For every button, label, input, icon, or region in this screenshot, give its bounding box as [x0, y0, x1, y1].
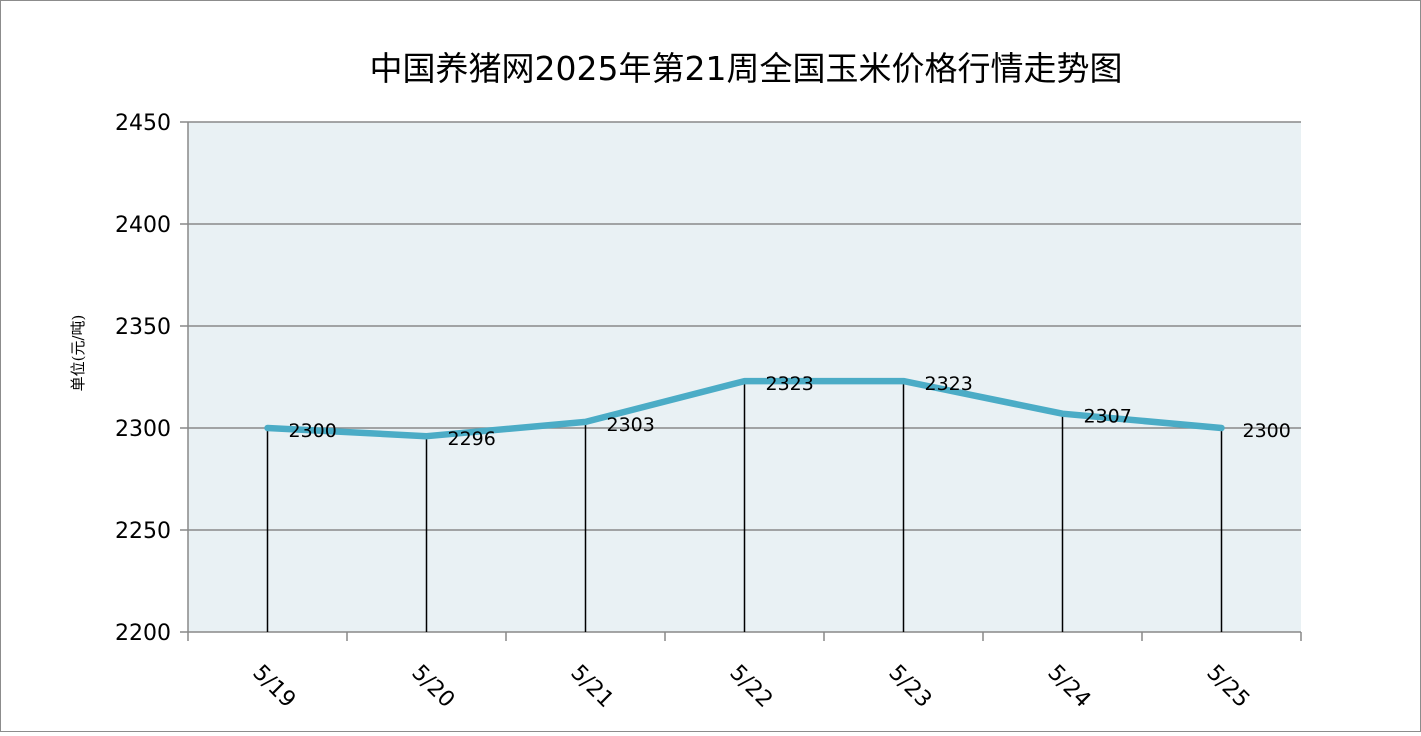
data-point: [584, 420, 587, 423]
y-axis-label: 单位(元/吨): [69, 315, 87, 392]
y-tick-label: 2300: [115, 417, 171, 442]
data-label: 2307: [1084, 406, 1132, 428]
data-label: 2296: [448, 428, 496, 450]
x-tick-label: 5/24: [1043, 660, 1096, 713]
y-tick-label: 2200: [115, 621, 171, 646]
data-point: [1220, 427, 1223, 429]
x-tick-label: 5/20: [407, 660, 460, 713]
data-point: [266, 427, 269, 429]
x-tick-labels: 5/19 5/20 5/21 5/22 5/23 5/24 5/25: [248, 660, 1255, 713]
y-tick-label: 2450: [115, 111, 171, 136]
y-tick-label: 2350: [115, 315, 171, 340]
x-tick-label: 5/19: [248, 660, 301, 713]
data-point: [743, 380, 746, 383]
data-label: 2323: [766, 373, 814, 395]
data-label: 2303: [607, 414, 655, 436]
x-tick-label: 5/22: [725, 660, 778, 713]
data-point: [1061, 412, 1064, 415]
data-label: 2300: [1243, 420, 1291, 442]
x-tick-label: 5/21: [566, 660, 619, 713]
series-layer: [264, 377, 1225, 440]
y-tick-labels: 2200 2250 2300 2350 2400 2450: [115, 111, 171, 646]
y-tick-label: 2400: [115, 213, 171, 238]
chart-title: 中国养猪网2025年第21周全国玉米价格行情走势图: [370, 49, 1123, 88]
drop-lines: [266, 381, 1223, 632]
y-tick-label: 2250: [115, 519, 171, 544]
x-tick-label: 5/25: [1202, 660, 1255, 713]
data-point: [425, 435, 428, 438]
x-tick-label: 5/23: [884, 660, 937, 713]
data-label: 2323: [925, 373, 973, 395]
data-point: [902, 380, 905, 383]
data-labels: 2300 2296 2303 2323 2323 2307 2300: [289, 373, 1291, 450]
data-label: 2300: [289, 420, 337, 442]
